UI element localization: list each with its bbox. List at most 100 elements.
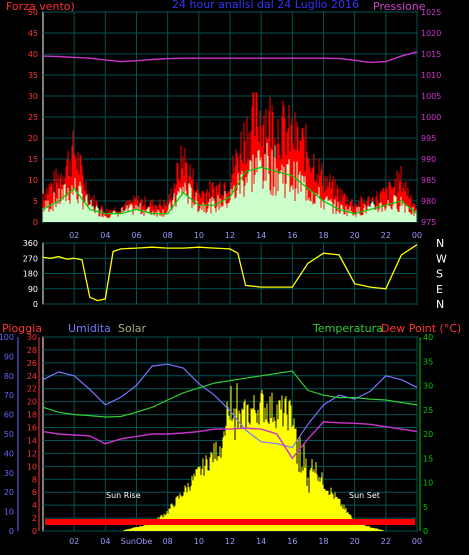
legend-temperature: Temperatura bbox=[312, 322, 383, 335]
wind-ytick-label: 15 bbox=[28, 155, 38, 164]
rain-ytick-label: 14 bbox=[27, 436, 37, 445]
wind-xtick-label: 02 bbox=[69, 231, 79, 240]
wind-average-line bbox=[42, 166, 418, 215]
humidity-ytick-label: 80 bbox=[4, 372, 14, 381]
pressure-ytick-label: 995 bbox=[421, 134, 436, 143]
wind-chart-grid bbox=[43, 11, 418, 223]
wind-direction-line bbox=[42, 244, 418, 302]
wind-xtick-label: 12 bbox=[225, 231, 235, 240]
humidity-ytick-label: 90 bbox=[4, 352, 14, 361]
pressure-line bbox=[42, 51, 418, 64]
wind-xtick-label: 16 bbox=[287, 231, 297, 240]
temperature-ytick-label: 25 bbox=[423, 406, 433, 415]
sunset-label: Sun Set bbox=[349, 491, 380, 500]
temperature-ytick-label: 5 bbox=[423, 503, 428, 512]
wind-xtick-label: 20 bbox=[350, 231, 360, 240]
pressure-ytick-label: 1015 bbox=[421, 50, 441, 59]
temperature-ytick-label: 35 bbox=[423, 357, 433, 366]
humidity-line bbox=[42, 363, 418, 449]
rain-bar bbox=[45, 519, 415, 525]
humidity-ytick-label: 10 bbox=[4, 508, 14, 517]
temperature-line bbox=[42, 370, 418, 418]
pressure-ytick-label: 1000 bbox=[421, 113, 441, 122]
direction-ytick-label: 90 bbox=[28, 285, 38, 294]
direction-ytick-label: 360 bbox=[23, 239, 38, 248]
dewpoint-line bbox=[42, 421, 418, 460]
temperature-ytick-label: 20 bbox=[423, 430, 433, 439]
climate-xtick-label: 10 bbox=[194, 537, 204, 546]
climate-xtick-label: 20 bbox=[350, 537, 360, 546]
wind-ytick-label: 25 bbox=[28, 113, 38, 122]
rain-ytick-label: 30 bbox=[27, 333, 37, 342]
compass-label: N bbox=[436, 237, 444, 250]
wind-xtick-label: 00 bbox=[412, 231, 422, 240]
rain-ytick-label: 10 bbox=[27, 462, 37, 471]
wind-chart-series bbox=[42, 51, 418, 222]
legend-humidity: Umidita bbox=[68, 322, 111, 335]
wind-ytick-label: 5 bbox=[33, 197, 38, 206]
wind-xtick-label: 10 bbox=[194, 231, 204, 240]
wind-ytick-label: 0 bbox=[33, 218, 38, 227]
pressure-ytick-label: 980 bbox=[421, 197, 436, 206]
temperature-ytick-label: 15 bbox=[423, 454, 433, 463]
legend-rain: Pioggia bbox=[2, 322, 42, 335]
climate-xtick-label: 08 bbox=[163, 537, 173, 546]
compass-label: S bbox=[436, 268, 443, 281]
rain-ytick-label: 8 bbox=[32, 475, 37, 484]
climate-chart-series bbox=[42, 363, 418, 531]
wind-xtick-label: 14 bbox=[256, 231, 266, 240]
wind-ytick-label: 45 bbox=[28, 29, 38, 38]
pressure-ytick-label: 975 bbox=[421, 218, 436, 227]
wind-ytick-label: 50 bbox=[28, 8, 38, 17]
climate-chart-axes: 0246810121416182022242628300102030405060… bbox=[0, 333, 433, 546]
humidity-ytick-label: 50 bbox=[4, 430, 14, 439]
rain-ytick-label: 24 bbox=[27, 372, 37, 381]
rain-ytick-label: 28 bbox=[27, 346, 37, 355]
climate-xtick-label: 18 bbox=[318, 537, 328, 546]
wind-axis-label: Forza vento) bbox=[6, 0, 75, 13]
rain-ytick-label: 12 bbox=[27, 449, 37, 458]
wind-ytick-label: 10 bbox=[28, 176, 38, 185]
climate-xtick-label: 16 bbox=[287, 537, 297, 546]
wind-xtick-label: 22 bbox=[381, 231, 391, 240]
pressure-ytick-label: 1025 bbox=[421, 8, 441, 17]
humidity-ytick-label: 0 bbox=[9, 527, 14, 536]
temperature-ytick-label: 10 bbox=[423, 479, 433, 488]
pressure-ytick-label: 1020 bbox=[421, 29, 441, 38]
rain-ytick-label: 22 bbox=[27, 385, 37, 394]
sunrise-label: Sun Rise bbox=[106, 491, 141, 500]
wind-xtick-label: 08 bbox=[163, 231, 173, 240]
wind-xtick-label: 06 bbox=[131, 231, 141, 240]
compass-label: W bbox=[436, 252, 447, 265]
legend-dewpoint: Dew Point (°C) bbox=[381, 322, 461, 335]
legend-solar: Solar bbox=[118, 322, 147, 335]
direction-ytick-label: 0 bbox=[33, 300, 38, 309]
compass-label: N bbox=[436, 298, 444, 311]
wind-ytick-label: 30 bbox=[28, 92, 38, 101]
rain-ytick-label: 0 bbox=[32, 527, 37, 536]
climate-xtick-label: 14 bbox=[256, 537, 266, 546]
direction-chart-series bbox=[42, 244, 418, 302]
climate-xtick-label: 02 bbox=[69, 537, 79, 546]
wind-xtick-label: 04 bbox=[100, 231, 110, 240]
direction-chart-grid bbox=[43, 242, 418, 305]
direction-ytick-label: 180 bbox=[23, 270, 38, 279]
direction-ytick-label: 270 bbox=[23, 254, 38, 263]
climate-xtick-label: 12 bbox=[225, 537, 235, 546]
rain-ytick-label: 4 bbox=[32, 501, 37, 510]
climate-xtick-label: 22 bbox=[381, 537, 391, 546]
pressure-ytick-label: 985 bbox=[421, 176, 436, 185]
temperature-ytick-label: 40 bbox=[423, 333, 433, 342]
climate-xtick-label: SunObe bbox=[121, 537, 153, 546]
humidity-ytick-label: 40 bbox=[4, 449, 14, 458]
compass-label: E bbox=[436, 283, 443, 296]
humidity-ytick-label: 70 bbox=[4, 391, 14, 400]
wind-ytick-label: 20 bbox=[28, 134, 38, 143]
pressure-ytick-label: 1010 bbox=[421, 71, 441, 80]
pressure-axis-label: Pressione bbox=[373, 0, 426, 13]
climate-xtick-label: 00 bbox=[412, 537, 422, 546]
rain-ytick-label: 18 bbox=[27, 411, 37, 420]
